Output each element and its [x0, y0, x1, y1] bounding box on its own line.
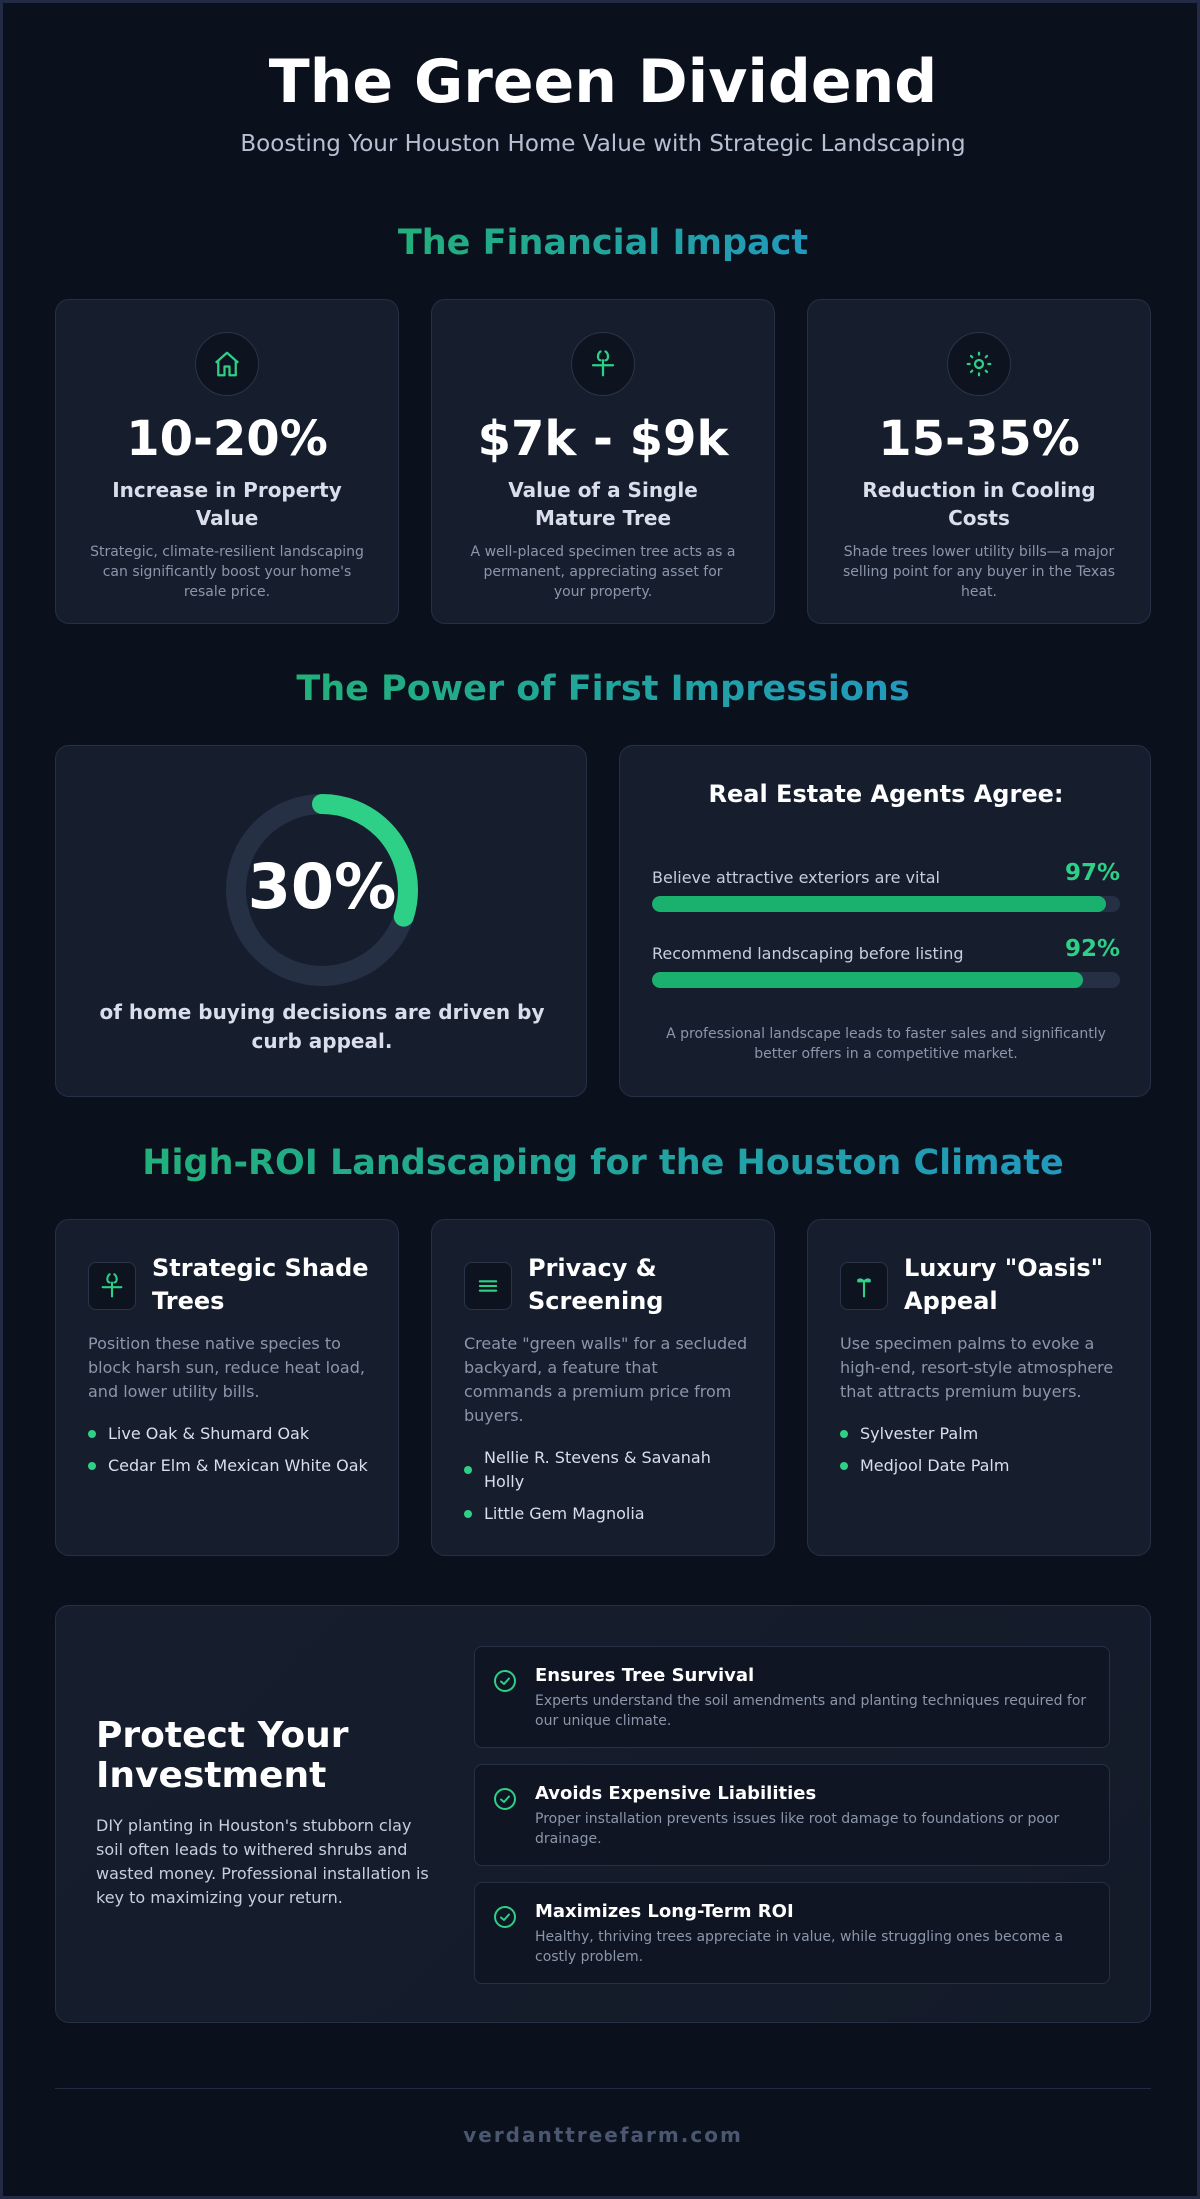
- financial-heading: The Financial Impact: [397, 223, 809, 263]
- check-circle-icon: [493, 1669, 517, 1697]
- protect-card: Protect Your Investment DIY planting in …: [55, 1605, 1151, 2023]
- feature-description: Proper installation prevents issues like…: [535, 1811, 1060, 1847]
- feature-long-term-roi: Maximizes Long-Term ROI Healthy, thrivin…: [474, 1882, 1110, 1984]
- tree-icon: [571, 332, 635, 396]
- roi-card-list: Nellie R. Stevens & Savanah Holly Little…: [464, 1446, 748, 1534]
- agents-note: A professional landscape leads to faster…: [666, 1026, 1106, 1062]
- roi-card-privacy: Privacy & Screening Create "green walls"…: [431, 1219, 775, 1556]
- tree-icon: [88, 1262, 136, 1310]
- stat-value: $7k - $9k: [477, 411, 729, 467]
- bar-percent: 97%: [1064, 860, 1120, 886]
- check-circle-icon: [493, 1905, 517, 1933]
- stat-description: A well-placed specimen tree acts as a pe…: [470, 544, 736, 600]
- stat-value: 10-20%: [126, 411, 328, 467]
- roi-card-title: Luxury "Oasis" Appeal: [904, 1254, 1104, 1315]
- impressions-heading: The Power of First Impressions: [296, 669, 910, 709]
- bar-percent: 92%: [1064, 936, 1120, 962]
- bar-label: Recommend landscaping before listing: [652, 944, 964, 963]
- stat-label: Increase in Property Value: [112, 478, 342, 530]
- bar-label: Believe attractive exteriors are vital: [652, 868, 940, 887]
- stat-card-property-value: 10-20% Increase in Property Value Strate…: [55, 299, 399, 624]
- bar-track: [652, 896, 1120, 912]
- curb-appeal-caption: of home buying decisions are driven by c…: [99, 1000, 545, 1053]
- curb-appeal-card: 30% of home buying decisions are driven …: [55, 745, 587, 1097]
- footer-website: verdanttreefarm.com: [463, 2123, 743, 2147]
- feature-title: Avoids Expensive Liabilities: [535, 1783, 817, 1804]
- roi-card-list: Sylvester Palm Medjool Date Palm: [840, 1422, 1124, 1486]
- house-icon: [195, 332, 259, 396]
- stat-description: Shade trees lower utility bills—a major …: [842, 544, 1116, 600]
- footer-divider: [55, 2088, 1151, 2089]
- page-title: The Green Dividend: [268, 47, 938, 117]
- feature-title: Maximizes Long-Term ROI: [535, 1901, 794, 1922]
- sun-icon: [947, 332, 1011, 396]
- check-circle-icon: [493, 1787, 517, 1815]
- feature-title: Ensures Tree Survival: [535, 1665, 755, 1686]
- stat-label: Value of a Single Mature Tree: [508, 478, 698, 530]
- bar-fill: [652, 972, 1083, 988]
- list-item: Sylvester Palm: [840, 1422, 1124, 1446]
- palm-icon: [840, 1262, 888, 1310]
- agents-card: Real Estate Agents Agree: Believe attrac…: [619, 745, 1151, 1097]
- list-item: Nellie R. Stevens & Savanah Holly: [464, 1446, 748, 1494]
- roi-card-description: Create "green walls" for a secluded back…: [464, 1334, 748, 1425]
- stat-description: Strategic, climate-resilient landscaping…: [90, 544, 364, 600]
- roi-card-description: Use specimen palms to evoke a high-end, …: [840, 1334, 1114, 1401]
- page-subtitle: Boosting Your Houston Home Value with St…: [240, 131, 966, 157]
- stat-card-tree-value: $7k - $9k Value of a Single Mature Tree …: [431, 299, 775, 624]
- feature-description: Experts understand the soil amendments a…: [535, 1693, 1087, 1729]
- bar-fill: [652, 896, 1106, 912]
- feature-liabilities: Avoids Expensive Liabilities Proper inst…: [474, 1764, 1110, 1866]
- feature-tree-survival: Ensures Tree Survival Experts understand…: [474, 1646, 1110, 1748]
- stat-card-cooling-costs: 15-35% Reduction in Cooling Costs Shade …: [807, 299, 1151, 624]
- curb-appeal-donut: [226, 794, 418, 986]
- roi-card-title: Strategic Shade Trees: [152, 1254, 369, 1315]
- roi-card-oasis: Luxury "Oasis" Appeal Use specimen palms…: [807, 1219, 1151, 1556]
- list-item: Little Gem Magnolia: [464, 1502, 748, 1526]
- list-item: Live Oak & Shumard Oak: [88, 1422, 372, 1446]
- roi-card-description: Position these native species to block h…: [88, 1334, 365, 1401]
- lines-icon: [464, 1262, 512, 1310]
- stat-label: Reduction in Cooling Costs: [862, 478, 1096, 530]
- feature-description: Healthy, thriving trees appreciate in va…: [535, 1929, 1064, 1965]
- protect-title: Protect Your Investment: [96, 1715, 349, 1796]
- roi-heading: High-ROI Landscaping for the Houston Cli…: [142, 1143, 1064, 1183]
- stat-value: 15-35%: [878, 411, 1080, 467]
- agents-title: Real Estate Agents Agree:: [708, 780, 1064, 808]
- curb-appeal-percent: 30%: [247, 850, 397, 923]
- roi-card-shade-trees: Strategic Shade Trees Position these nat…: [55, 1219, 399, 1556]
- protect-description: DIY planting in Houston's stubborn clay …: [96, 1816, 429, 1907]
- list-item: Cedar Elm & Mexican White Oak: [88, 1454, 372, 1478]
- roi-card-title: Privacy & Screening: [528, 1254, 664, 1315]
- bar-track: [652, 972, 1120, 988]
- donut-arc: [226, 794, 418, 986]
- list-item: Medjool Date Palm: [840, 1454, 1124, 1478]
- roi-card-list: Live Oak & Shumard Oak Cedar Elm & Mexic…: [88, 1422, 372, 1486]
